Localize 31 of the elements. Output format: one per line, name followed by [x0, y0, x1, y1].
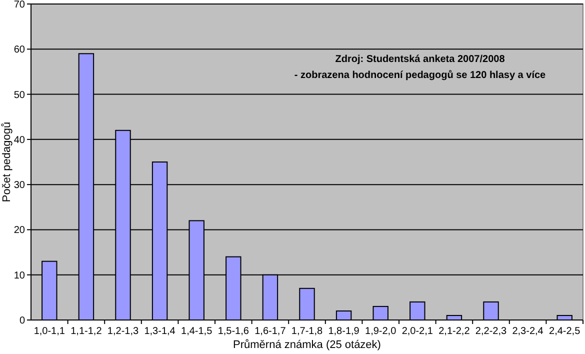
x-tick-label: 2,0-2,1	[402, 326, 434, 337]
bar	[483, 301, 499, 320]
x-tick-label: 2,4-2,5	[549, 326, 581, 337]
bar	[372, 306, 388, 320]
annotation: Zdroj: Studentská anketa 2007/2008	[335, 54, 506, 65]
x-tick-label: 1,5-1,6	[218, 326, 250, 337]
x-tick-label: 1,1-1,2	[70, 326, 102, 337]
x-tick-label: 1,2-1,3	[107, 326, 139, 337]
x-tick-label: 1,6-1,7	[254, 326, 286, 337]
x-tick-label: 1,9-2,0	[365, 326, 397, 337]
x-tick-label: 2,3-2,4	[512, 326, 544, 337]
y-tick-label: 50	[14, 90, 26, 101]
y-tick-label: 60	[14, 44, 26, 56]
y-tick-label: 70	[14, 0, 26, 10]
x-axis-title: Průměrná známka (25 otázek)	[233, 339, 381, 351]
x-tick-label: 1,8-1,9	[328, 326, 360, 337]
x-tick-label: 1,7-1,8	[291, 326, 323, 337]
bar	[299, 288, 315, 320]
y-tick-label: 30	[14, 180, 26, 192]
x-tick-label: 2,1-2,2	[438, 326, 470, 337]
y-tick-label: 20	[14, 225, 26, 236]
y-tick-label: 0	[19, 316, 26, 326]
x-tick-label: 2,2-2,3	[475, 326, 507, 337]
y-tick-label: 10	[14, 270, 26, 282]
x-tick-label: 1,4-1,5	[181, 326, 213, 337]
x-tick-label: 1,3-1,4	[144, 326, 176, 337]
y-axis-title: Počet pedagogů	[1, 122, 13, 202]
annotation: - zobrazena hodnocení pedagogů se 120 hlasy a více	[294, 69, 546, 81]
bar	[410, 301, 426, 320]
x-tick-label: 1,0-1,1	[34, 326, 66, 337]
y-tick-label: 40	[14, 134, 26, 146]
